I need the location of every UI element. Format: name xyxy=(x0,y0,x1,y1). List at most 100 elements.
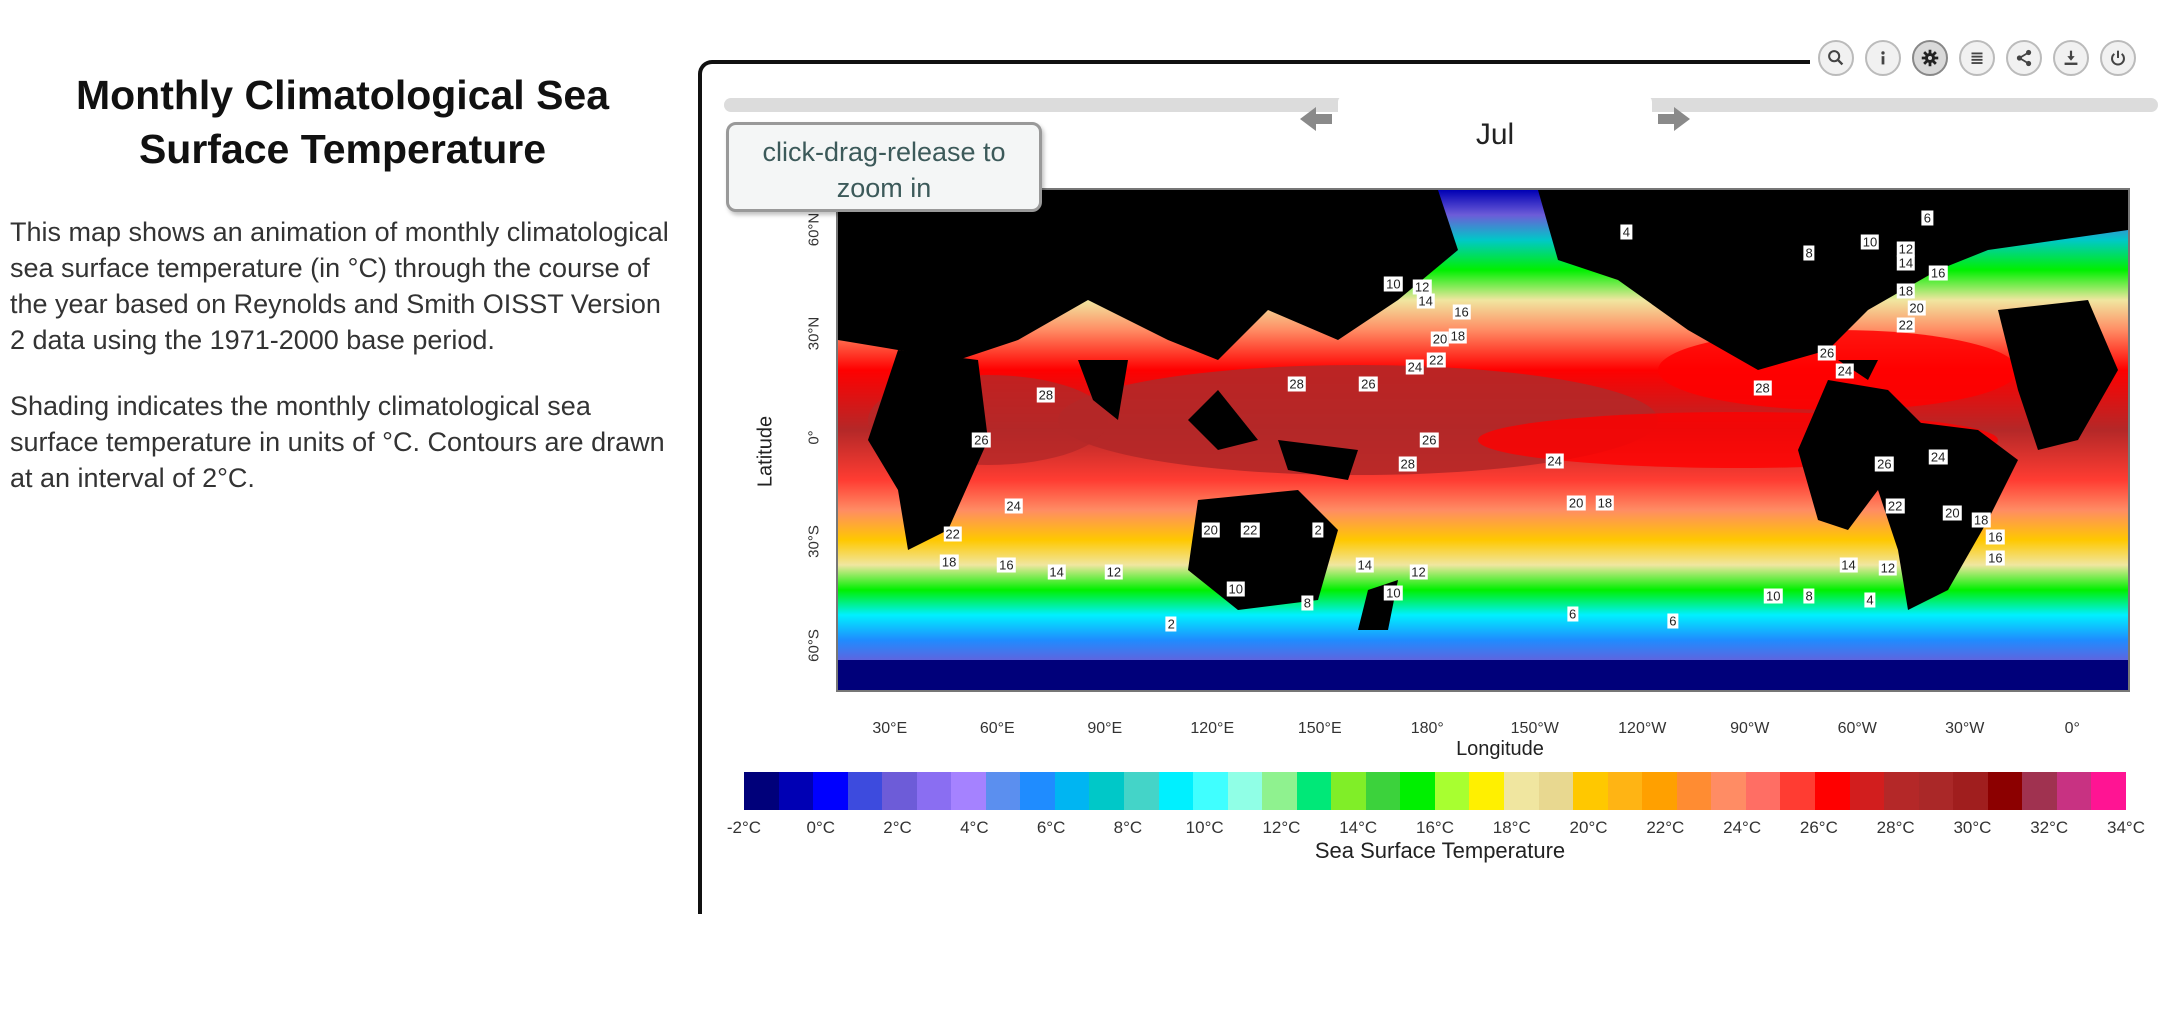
contour-label: 16 xyxy=(1986,529,2005,545)
colorbar-swatch xyxy=(1400,772,1435,810)
contour-label: 18 xyxy=(939,554,959,570)
colorbar-tick-label: 2°C xyxy=(883,818,912,837)
colorbar-tick-label: 12°C xyxy=(1262,818,1301,837)
description-panel: Monthly Climatological Sea Surface Tempe… xyxy=(10,68,675,526)
contour-label: 4 xyxy=(1864,592,1876,608)
colorbar-swatch xyxy=(1124,772,1159,810)
colorbar-tick-label: -2°C xyxy=(726,818,762,837)
contour-label: 24 xyxy=(1405,359,1425,375)
contour-label: 18 xyxy=(1971,512,1991,528)
sst-map-canvas[interactable] xyxy=(838,190,2128,690)
colorbar xyxy=(744,772,2126,810)
colorbar-swatch xyxy=(2056,772,2092,810)
x-tick-label: 90°W xyxy=(1730,720,1770,737)
magnifier-icon[interactable] xyxy=(1818,40,1854,76)
contour-label: 12 xyxy=(1412,279,1432,295)
zoom-tooltip: click-drag-release to zoom in xyxy=(726,122,1042,212)
colorbar-tick-label: 26°C xyxy=(1799,818,1838,837)
contour-label: 4 xyxy=(1620,224,1632,240)
colorbar-swatch xyxy=(1434,772,1470,810)
contour-label: 10 xyxy=(1860,234,1880,250)
contour-label: 28 xyxy=(1036,387,1056,403)
contour-label: 24 xyxy=(1545,453,1564,469)
colorbar-tick-label: 30°C xyxy=(1953,818,1992,837)
info-icon[interactable] xyxy=(1865,40,1901,76)
colorbar-swatch xyxy=(1054,772,1090,810)
x-tick-label: 90°E xyxy=(1087,720,1123,737)
contour-label: 24 xyxy=(1835,363,1855,379)
contour-label: 12 xyxy=(1878,560,1898,576)
contour-label: 20 xyxy=(1201,522,1220,538)
colorbar-swatch xyxy=(1642,772,1677,810)
colorbar-swatch xyxy=(1296,772,1332,810)
contour-label: 12 xyxy=(1896,241,1916,257)
colorbar-tick-label: 14°C xyxy=(1339,818,1378,837)
contour-label: 14 xyxy=(1355,557,1374,573)
description-paragraph-1: This map shows an animation of monthly c… xyxy=(10,217,669,355)
map-viewer-frame xyxy=(698,60,2158,914)
contour-label: 6 xyxy=(1667,613,1679,629)
colorbar-swatch xyxy=(778,772,814,810)
colorbar-swatch xyxy=(1538,772,1574,810)
colorbar-swatch xyxy=(1089,772,1125,810)
contour-label: 8 xyxy=(1803,245,1815,260)
colorbar-swatch xyxy=(882,772,917,810)
list-icon[interactable] xyxy=(1959,40,1995,76)
colorbar-tick-label: 0°C xyxy=(806,818,836,837)
contour-label: 6 xyxy=(1921,210,1933,226)
colorbar-swatch xyxy=(1504,772,1539,810)
colorbar-swatch xyxy=(1469,772,1505,810)
gear-icon[interactable] xyxy=(1912,40,1948,76)
x-tick-label: 150°E xyxy=(1297,720,1342,737)
next-month-arrow-icon[interactable] xyxy=(1654,102,1694,136)
colorbar-swatch xyxy=(1227,772,1263,810)
colorbar-swatch xyxy=(1918,772,1954,810)
x-tick-label: 150°W xyxy=(1510,720,1559,737)
colorbar-tick-label: 34°C xyxy=(2107,818,2145,837)
colorbar-swatch xyxy=(1331,772,1366,810)
contour-label: 24 xyxy=(1928,449,1948,465)
contour-label: 16 xyxy=(1928,265,1948,281)
map-toolbar xyxy=(1818,40,2136,76)
y-tick-label: 30°S xyxy=(805,525,823,559)
colorbar-swatch xyxy=(2091,772,2126,810)
current-month-tab: Jul xyxy=(1338,96,1652,166)
x-tick-label: 180° xyxy=(1410,720,1444,737)
colorbar-swatch xyxy=(1814,772,1850,810)
description-paragraph-2: Shading indicates the monthly climatolog… xyxy=(10,391,665,493)
colorbar-tick-label: 8°C xyxy=(1113,818,1143,837)
contour-label: 10 xyxy=(1384,585,1403,601)
contour-label: 20 xyxy=(1943,505,1962,521)
contour-label: 28 xyxy=(1398,456,1417,472)
share-icon[interactable] xyxy=(2006,40,2042,76)
colorbar-swatch xyxy=(1745,772,1781,810)
colorbar-tick-label: 32°C xyxy=(2030,818,2069,837)
colorbar-swatch xyxy=(744,772,779,810)
contour-label: 6 xyxy=(1566,606,1579,622)
colorbar-swatch xyxy=(1953,772,1988,810)
colorbar-swatch xyxy=(1987,772,2023,810)
colorbar-swatch xyxy=(916,772,952,810)
power-icon[interactable] xyxy=(2100,40,2136,76)
x-tick-label: 120°W xyxy=(1618,720,1667,737)
contour-label: 22 xyxy=(1240,522,1260,538)
colorbar-swatch xyxy=(951,772,986,810)
contour-label: 26 xyxy=(1420,432,1439,448)
contour-label: 20 xyxy=(1566,495,1586,510)
contour-label: 10 xyxy=(1384,276,1403,292)
contour-label: 26 xyxy=(972,432,991,448)
colorbar-tick-label: 22°C xyxy=(1646,818,1685,837)
previous-month-arrow-icon[interactable] xyxy=(1296,102,1336,136)
download-icon[interactable] xyxy=(2053,40,2089,76)
colorbar-swatch xyxy=(1158,772,1194,810)
colorbar-swatch xyxy=(1884,772,1919,810)
contour-label: 2 xyxy=(1312,522,1324,538)
contour-label: 8 xyxy=(1301,595,1314,611)
contour-label: 26 xyxy=(1359,376,1378,392)
sst-map[interactable]: 10 12 14 16 18 20 22 24 26 28 26 28 24 20 18 20 22 24 22 26… xyxy=(836,188,2130,692)
colorbar-swatch xyxy=(1365,772,1401,810)
x-tick-label: 30°E xyxy=(872,720,908,737)
contour-label: 10 xyxy=(1226,581,1245,597)
x-tick-label: 60°E xyxy=(979,720,1015,737)
colorbar-swatch xyxy=(813,772,848,810)
